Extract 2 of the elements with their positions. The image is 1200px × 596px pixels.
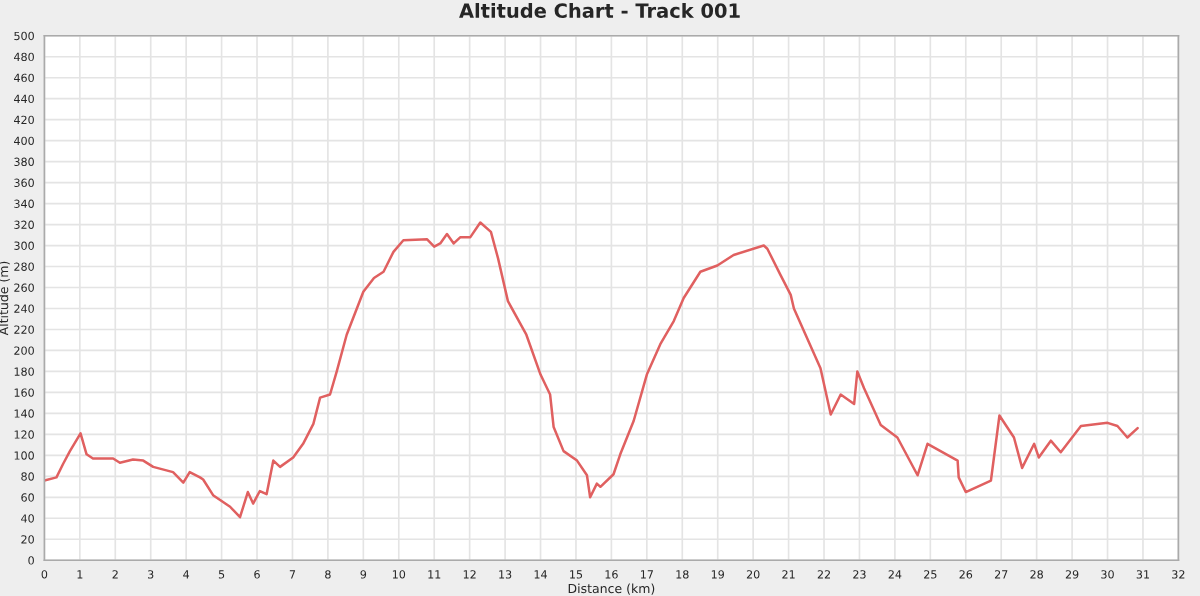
line-series [44,221,1139,519]
chart-title: Altitude Chart - Track 001 [459,2,740,19]
